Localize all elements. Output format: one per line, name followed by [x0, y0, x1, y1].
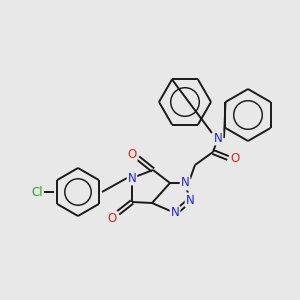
Text: N: N	[214, 131, 222, 145]
Text: O: O	[107, 212, 117, 224]
Text: N: N	[181, 176, 189, 190]
Text: Cl: Cl	[31, 185, 43, 199]
Text: O: O	[230, 152, 240, 166]
Text: N: N	[186, 194, 194, 206]
Text: O: O	[128, 148, 136, 160]
Text: N: N	[171, 206, 179, 220]
Text: N: N	[128, 172, 136, 184]
